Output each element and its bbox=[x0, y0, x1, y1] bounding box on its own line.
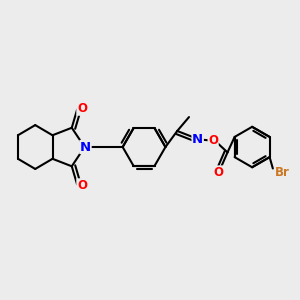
Text: O: O bbox=[77, 179, 87, 192]
Text: N: N bbox=[80, 140, 91, 154]
Text: Br: Br bbox=[275, 166, 290, 179]
Text: O: O bbox=[77, 102, 87, 115]
Text: O: O bbox=[208, 134, 218, 147]
Text: O: O bbox=[213, 166, 223, 179]
Text: N: N bbox=[192, 133, 203, 146]
